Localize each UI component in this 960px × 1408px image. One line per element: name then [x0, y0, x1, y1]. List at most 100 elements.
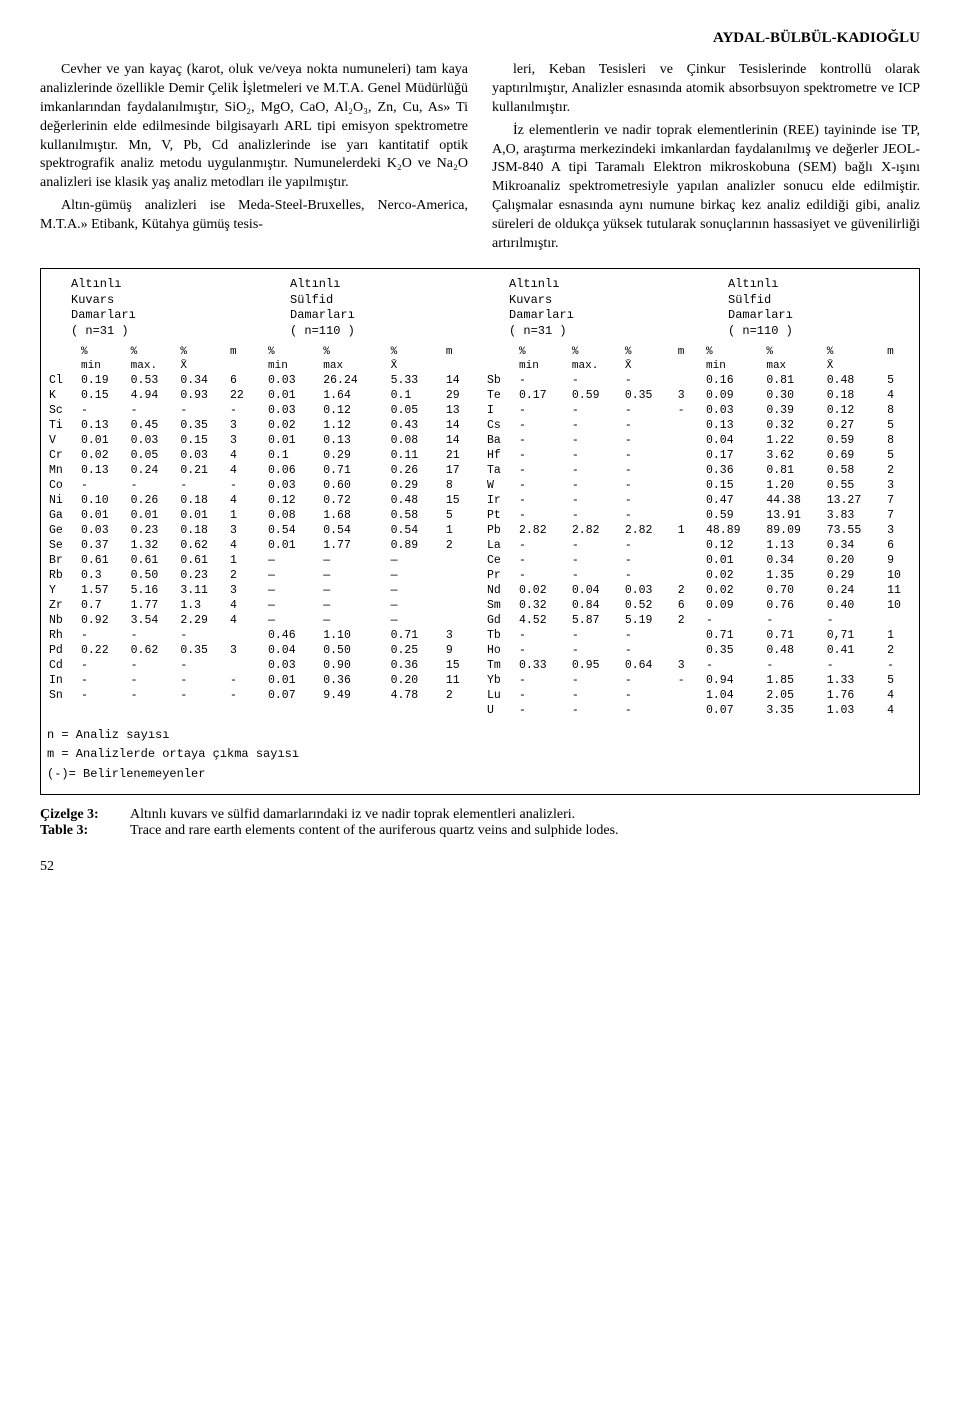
cell: 13 — [444, 403, 475, 418]
cell — [676, 568, 694, 583]
table-row: Ta--- — [485, 463, 694, 478]
table-row: Zr0.71.771.34 — [47, 598, 256, 613]
col-subhead: X̄ — [825, 359, 885, 373]
cell: - — [623, 448, 676, 463]
cell: - — [623, 493, 676, 508]
cell: 1.77 — [321, 538, 388, 553]
cell: 5 — [885, 673, 913, 688]
cell: - — [623, 703, 676, 718]
cell: 2 — [228, 568, 256, 583]
cell: 0.95 — [570, 658, 623, 673]
cell: 0.71 — [389, 628, 444, 643]
cell: 6 — [676, 598, 694, 613]
cell: - — [517, 673, 570, 688]
cell: 4 — [885, 388, 913, 403]
cell: 15 — [444, 658, 475, 673]
cell: 0.59 — [704, 508, 764, 523]
cell: 0.26 — [389, 463, 444, 478]
table-row: 0.121.130.346 — [704, 538, 913, 553]
cell: - — [79, 478, 129, 493]
cell: 0.05 — [389, 403, 444, 418]
table-row: Sb--- — [485, 373, 694, 388]
cell: 0.39 — [764, 403, 824, 418]
table-row: Cs--- — [485, 418, 694, 433]
cell: 0.47 — [704, 493, 764, 508]
cell: 0.54 — [266, 523, 321, 538]
cell: - — [517, 508, 570, 523]
cell — [676, 493, 694, 508]
cell: - — [79, 688, 129, 703]
cell: 2 — [885, 643, 913, 658]
cell: 9 — [885, 553, 913, 568]
col-subhead — [228, 359, 256, 373]
cell: 5.19 — [623, 613, 676, 628]
table-row: Tb--- — [485, 628, 694, 643]
cell: 3.11 — [178, 583, 228, 598]
cell: - — [764, 658, 824, 673]
cell: 0.01 — [266, 538, 321, 553]
cell: 14 — [444, 373, 475, 388]
cell — [444, 553, 475, 568]
cell: - — [570, 448, 623, 463]
cell: 2 — [676, 583, 694, 598]
body-text: Cevher ve yan kayaç (karot, oluk ve/veya… — [40, 61, 920, 258]
cell: - — [623, 628, 676, 643]
cell: 0.35 — [178, 418, 228, 433]
cell: - — [570, 463, 623, 478]
cell: 0.05 — [129, 448, 179, 463]
cell: 3.83 — [825, 508, 885, 523]
cell: 0.03 — [704, 403, 764, 418]
cell: 4 — [885, 688, 913, 703]
cell: - — [129, 403, 179, 418]
table-row: Sc---- — [47, 403, 256, 418]
col-subhead: max — [321, 359, 388, 373]
col-subhead: % — [764, 345, 824, 359]
col-head: Altınlı — [290, 277, 475, 293]
cell: - — [570, 433, 623, 448]
table-col-3: Altınlı Kuvars Damarları ( n=31 ) %%%mmi… — [485, 277, 694, 718]
cell: W — [485, 478, 517, 493]
para: Altın-gümüş analizleri ise Meda-Steel-Br… — [40, 197, 468, 235]
cell: 0.34 — [825, 538, 885, 553]
cell: 8 — [444, 478, 475, 493]
col-subhead: m — [885, 345, 913, 359]
cell — [444, 613, 475, 628]
col-subhead: X̄ — [389, 359, 444, 373]
cell: - — [570, 508, 623, 523]
cell: 0.01 — [129, 508, 179, 523]
cell: Y — [47, 583, 79, 598]
table-row: 0.040.500.259 — [266, 643, 475, 658]
cell: 2 — [676, 613, 694, 628]
cell: 5.16 — [129, 583, 179, 598]
cell: 1.22 — [764, 433, 824, 448]
cell: 0.36 — [389, 658, 444, 673]
table-row: 0.350.480.412 — [704, 643, 913, 658]
table-row: Ga0.010.010.011 — [47, 508, 256, 523]
cell: 1 — [228, 508, 256, 523]
cell: 0.12 — [825, 403, 885, 418]
col-head: ( n=110 ) — [728, 324, 913, 340]
cell: - — [825, 613, 885, 628]
cell: — — [321, 553, 388, 568]
table-row: Sn---- — [47, 688, 256, 703]
cell: 3 — [676, 388, 694, 403]
table-row: 0.081.680.585 — [266, 508, 475, 523]
cell: - — [570, 553, 623, 568]
cell: 0.92 — [79, 613, 129, 628]
caption-text-en: Trace and rare earth elements content of… — [130, 823, 619, 839]
cell: Tb — [485, 628, 517, 643]
cell: - — [517, 643, 570, 658]
cell: - — [178, 478, 228, 493]
cell: — — [389, 553, 444, 568]
cell: 0.62 — [178, 538, 228, 553]
cell: 0.35 — [178, 643, 228, 658]
caption-label-en: Table 3: — [40, 823, 130, 839]
cell: 2.05 — [764, 688, 824, 703]
cell: 0.10 — [79, 493, 129, 508]
cell: - — [570, 538, 623, 553]
cell: I — [485, 403, 517, 418]
cell: 4 — [228, 463, 256, 478]
table-row: 0.020.700.2411 — [704, 583, 913, 598]
cell: - — [517, 478, 570, 493]
cell: 0.12 — [321, 403, 388, 418]
